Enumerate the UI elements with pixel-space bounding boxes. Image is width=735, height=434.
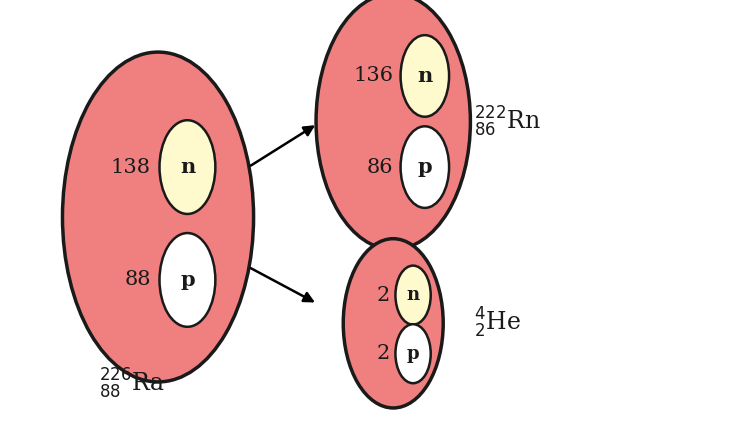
Ellipse shape xyxy=(159,233,215,327)
Ellipse shape xyxy=(343,239,443,408)
Text: p: p xyxy=(417,157,432,177)
Text: 2: 2 xyxy=(377,286,390,305)
Text: 86: 86 xyxy=(367,158,393,177)
Text: 88: 88 xyxy=(124,270,151,289)
Text: $^{226}_{88}$Ra: $^{226}_{88}$Ra xyxy=(99,367,165,401)
Text: $^{222}_{86}$Rn: $^{222}_{86}$Rn xyxy=(474,105,541,138)
Text: n: n xyxy=(180,157,195,177)
Text: p: p xyxy=(180,270,195,290)
Ellipse shape xyxy=(62,52,254,382)
Text: n: n xyxy=(417,66,432,86)
Ellipse shape xyxy=(395,324,431,383)
Text: 2: 2 xyxy=(377,344,390,363)
Ellipse shape xyxy=(159,120,215,214)
Text: 138: 138 xyxy=(111,158,151,177)
Ellipse shape xyxy=(316,0,470,250)
Ellipse shape xyxy=(395,266,431,325)
Text: $^{4}_{2}$He: $^{4}_{2}$He xyxy=(474,306,521,340)
Ellipse shape xyxy=(401,126,449,208)
Ellipse shape xyxy=(401,35,449,117)
Text: 136: 136 xyxy=(354,66,393,85)
Text: n: n xyxy=(406,286,420,304)
Text: p: p xyxy=(406,345,420,363)
